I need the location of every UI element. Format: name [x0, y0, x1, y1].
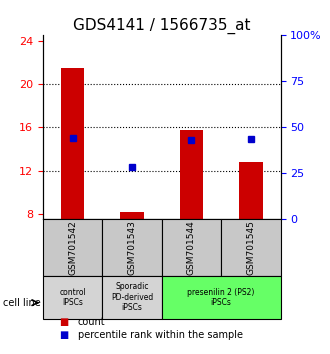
Bar — [180, 130, 203, 219]
Text: GSM701545: GSM701545 — [246, 220, 255, 275]
Text: Sporadic
PD-derived
iPSCs: Sporadic PD-derived iPSCs — [111, 282, 153, 312]
Bar — [61, 68, 84, 219]
FancyBboxPatch shape — [162, 219, 221, 276]
Text: GSM701542: GSM701542 — [68, 221, 77, 275]
FancyBboxPatch shape — [102, 219, 162, 276]
Text: cell line: cell line — [3, 298, 41, 308]
Text: presenilin 2 (PS2)
iPSCs: presenilin 2 (PS2) iPSCs — [187, 288, 255, 307]
FancyBboxPatch shape — [102, 276, 162, 319]
Text: control
IPSCs: control IPSCs — [59, 288, 86, 307]
FancyBboxPatch shape — [43, 276, 102, 319]
Bar — [239, 162, 263, 219]
Text: percentile rank within the sample: percentile rank within the sample — [78, 330, 243, 339]
Text: GSM701543: GSM701543 — [127, 220, 137, 275]
Text: GSM701544: GSM701544 — [187, 221, 196, 275]
Title: GDS4141 / 1566735_at: GDS4141 / 1566735_at — [73, 18, 250, 34]
Text: ■: ■ — [59, 317, 69, 327]
FancyBboxPatch shape — [221, 219, 280, 276]
FancyBboxPatch shape — [43, 219, 102, 276]
Text: ■: ■ — [59, 330, 69, 339]
FancyBboxPatch shape — [162, 276, 280, 319]
Text: count: count — [78, 317, 105, 327]
Bar — [120, 212, 144, 219]
